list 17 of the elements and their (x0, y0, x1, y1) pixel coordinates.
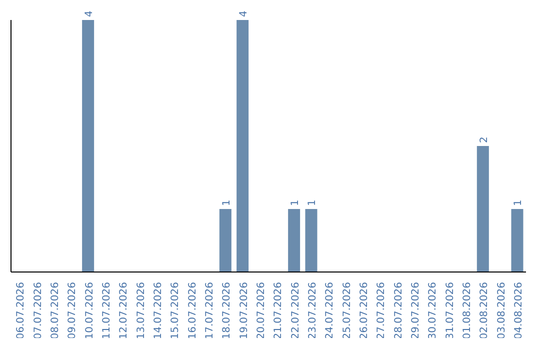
x-tick-label: 19.07.2026 (238, 282, 250, 340)
data-label: 1 (290, 200, 302, 206)
x-tick-label: 10.07.2026 (84, 282, 96, 340)
data-label: 1 (513, 200, 524, 206)
x-tick-label: 12.07.2026 (118, 282, 130, 340)
data-label: 4 (238, 10, 250, 17)
data-label: 2 (478, 136, 490, 143)
x-tick-label: 16.07.2026 (187, 282, 198, 340)
x-tick-label: 11.07.2026 (101, 282, 112, 340)
x-tick-label: 13.07.2026 (136, 282, 147, 340)
x-tick-label: 18.07.2026 (222, 282, 233, 340)
data-label: 1 (307, 200, 318, 206)
data-label: 4 (84, 10, 96, 17)
x-tick-label: 15.07.2026 (170, 282, 182, 340)
data-label: 1 (221, 200, 232, 206)
x-tick-label: 17.07.2026 (204, 282, 216, 340)
x-tick-label: 14.07.2026 (152, 282, 164, 340)
